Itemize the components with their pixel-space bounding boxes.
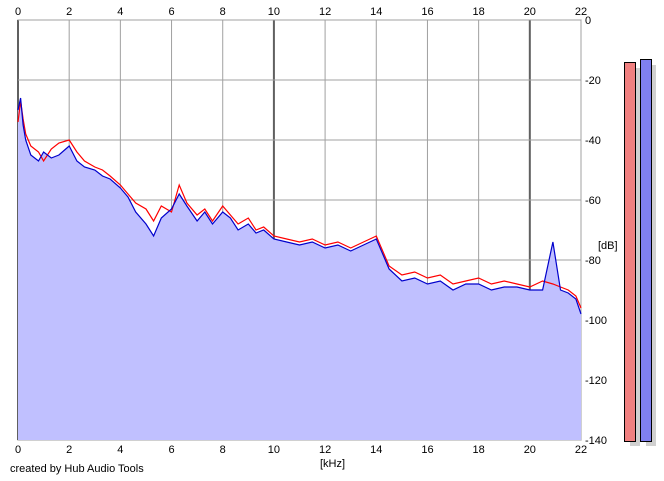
y-tick-label: -40	[585, 135, 601, 147]
y-tick-label: -120	[585, 375, 607, 387]
x-tick-label: 0	[15, 6, 21, 18]
spectrum-fill	[18, 98, 581, 440]
level-meter-left	[624, 62, 636, 442]
credit-text: created by Hub Audio Tools	[10, 463, 144, 475]
x-tick-label: 6	[168, 6, 174, 18]
x-tick-label: 8	[220, 6, 226, 18]
x-tick-label: 2	[66, 444, 72, 456]
y-tick-label: -20	[585, 75, 601, 87]
y-tick-labels: 0 -20 -40 -60 -80 -100 -120 -140	[585, 15, 607, 447]
y-tick-label: -140	[585, 435, 607, 447]
y-tick-label: -80	[585, 255, 601, 267]
y-tick-label: -60	[585, 195, 601, 207]
spectrum-area	[18, 98, 581, 440]
x-tick-label: 14	[370, 6, 382, 18]
level-meter-right	[640, 59, 652, 442]
x-tick-label: 18	[473, 6, 485, 18]
x-tick-label: 16	[421, 444, 433, 456]
x-tick-labels-bottom: 0 2 4 6 8 10 12 14 16 18 20 22	[15, 444, 587, 456]
x-tick-labels-top: 0 2 4 6 8 10 12 14 16 18 20 22	[15, 6, 587, 18]
series-line-0	[17, 100, 582, 309]
x-tick-label: 14	[370, 444, 382, 456]
x-tick-label: 10	[268, 444, 280, 456]
x-tick-label: 0	[15, 444, 21, 456]
x-tick-label: 8	[220, 444, 226, 456]
x-tick-label: 22	[575, 6, 587, 18]
x-tick-label: 16	[421, 6, 433, 18]
x-tick-label: 20	[524, 444, 536, 456]
x-tick-label: 4	[117, 444, 123, 456]
x-tick-label: 20	[524, 6, 536, 18]
y-axis-label: [dB]	[598, 240, 618, 252]
x-axis-label: [kHz]	[320, 458, 346, 470]
x-tick-label: 4	[117, 6, 123, 18]
x-tick-label: 6	[168, 444, 174, 456]
x-tick-label: 2	[66, 6, 72, 18]
y-tick-label: -100	[585, 315, 607, 327]
x-tick-label: 22	[575, 444, 587, 456]
x-tick-label: 10	[268, 6, 280, 18]
x-tick-label: 12	[319, 444, 331, 456]
x-tick-label: 12	[319, 6, 331, 18]
y-tick-label: 0	[585, 15, 591, 27]
spectrum-lines	[17, 97, 582, 315]
series-line-1	[17, 97, 582, 315]
x-tick-label: 18	[473, 444, 485, 456]
